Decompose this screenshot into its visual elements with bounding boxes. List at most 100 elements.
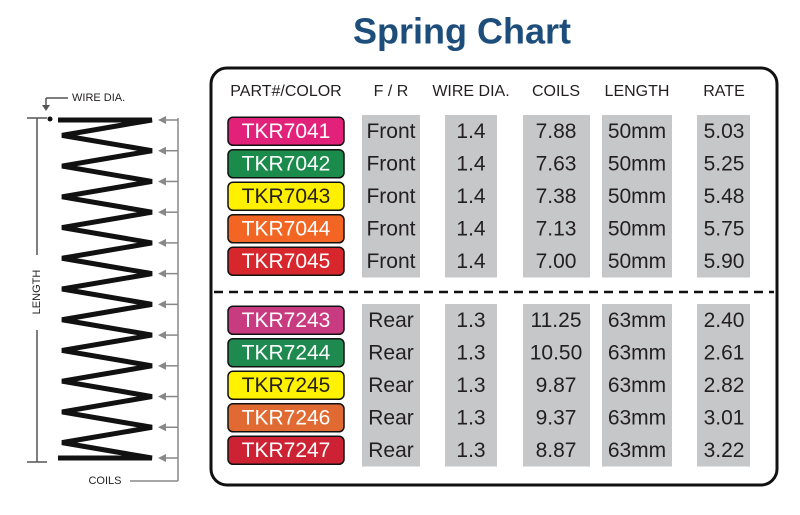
part-number: TKR7245 — [242, 374, 331, 397]
column-shade — [523, 115, 590, 278]
coil-arrow-head — [158, 208, 166, 217]
part-swatch — [227, 214, 345, 244]
cell: Rear — [368, 374, 414, 397]
title: Spring Chart — [353, 11, 571, 52]
column-shade — [602, 115, 672, 278]
coil-arrow-head — [158, 361, 166, 370]
column-header: LENGTH — [605, 83, 670, 100]
coil-arrow-head — [158, 423, 166, 432]
cell: 50mm — [608, 185, 666, 208]
cell: 7.88 — [536, 120, 577, 143]
part-swatch — [227, 305, 345, 335]
cell: 1.3 — [456, 374, 485, 397]
cell: 1.4 — [456, 217, 486, 240]
cell: 63mm — [608, 374, 666, 397]
cell: 5.90 — [704, 250, 745, 273]
part-number: TKR7243 — [242, 309, 331, 332]
column-header: F / R — [374, 83, 409, 100]
wire-dot — [47, 116, 53, 122]
cell: 1.4 — [456, 120, 486, 143]
cell: 1.4 — [456, 152, 486, 175]
cell: Front — [366, 217, 415, 240]
cell: 1.3 — [456, 341, 485, 364]
cell: 50mm — [608, 217, 666, 240]
cell: 1.4 — [456, 250, 486, 273]
part-number: TKR7043 — [242, 185, 331, 208]
cell: 1.4 — [456, 185, 486, 208]
coil-arrow-head — [158, 116, 166, 124]
part-swatch — [227, 246, 345, 276]
part-swatch — [227, 338, 345, 368]
coils-label: COILS — [88, 475, 121, 487]
coil-arrow-head — [158, 300, 166, 309]
part-swatch — [227, 435, 345, 465]
column-shade — [697, 115, 750, 278]
part-swatch — [227, 149, 345, 179]
coil-arrow-head — [158, 331, 166, 340]
cell: 2.82 — [704, 374, 745, 397]
column-header: PART#/COLOR — [230, 83, 341, 100]
part-swatch — [227, 403, 345, 433]
cell: 2.40 — [704, 309, 745, 332]
part-number: TKR7041 — [242, 120, 331, 143]
cell: Front — [366, 185, 415, 208]
part-swatch — [227, 370, 345, 400]
column-shade — [602, 304, 672, 467]
column-header: COILS — [532, 83, 580, 100]
cell: 7.38 — [536, 185, 577, 208]
cell: 3.22 — [704, 439, 745, 462]
column-shade — [445, 304, 497, 467]
cell: 5.48 — [704, 185, 745, 208]
part-number: TKR7246 — [242, 406, 331, 429]
coil-arrow-head — [158, 177, 166, 186]
part-number: TKR7045 — [242, 250, 331, 273]
coil-arrow-head — [158, 392, 166, 401]
cell: 2.61 — [704, 341, 745, 364]
cell: Front — [366, 120, 415, 143]
cell: 1.3 — [456, 406, 485, 429]
column-shade — [362, 304, 420, 467]
column-header: WIRE DIA. — [432, 83, 509, 100]
cell: 9.87 — [536, 374, 577, 397]
cell: Front — [366, 152, 415, 175]
column-shade — [445, 115, 497, 278]
spring — [58, 116, 178, 462]
cell: 11.25 — [531, 309, 582, 332]
cell: Rear — [368, 309, 414, 332]
coil-arrow-head — [158, 238, 166, 247]
cell: 3.01 — [704, 406, 745, 429]
wire-arrow-head — [42, 105, 50, 111]
wire-dia-label: WIRE DIA. — [72, 92, 125, 104]
cell: 63mm — [608, 341, 666, 364]
part-swatch — [227, 116, 345, 146]
cell: 63mm — [608, 309, 666, 332]
column-shade — [697, 304, 750, 467]
part-number: TKR7042 — [242, 152, 331, 175]
cell: 63mm — [608, 406, 666, 429]
part-number: TKR7244 — [242, 341, 331, 364]
cell: 5.03 — [704, 120, 745, 143]
table: PART#/COLOR F / R WIRE DIA. COILS LENGTH RATE… — [227, 83, 750, 467]
cell: 50mm — [608, 152, 666, 175]
spring-diagram: LENGTH WIRE DIA. COILS — [27, 92, 179, 487]
cell: 50mm — [608, 120, 666, 143]
cell: 7.63 — [536, 152, 577, 175]
column-header: RATE — [703, 83, 744, 100]
table-frame — [209, 66, 779, 487]
coil-arrow-head — [158, 146, 166, 155]
cell: Rear — [368, 406, 414, 429]
part-swatch — [227, 181, 345, 211]
cell: 7.13 — [536, 217, 577, 240]
cell: 1.3 — [456, 309, 485, 332]
coil-arrow-head — [158, 454, 166, 462]
cell: 7.00 — [536, 250, 577, 273]
column-shade — [523, 304, 590, 467]
part-number: TKR7247 — [242, 439, 331, 462]
cell: Rear — [368, 439, 414, 462]
column-shade — [362, 115, 420, 278]
length-label: LENGTH — [31, 270, 43, 315]
coil-arrow-head — [158, 269, 166, 278]
spring-coil — [58, 117, 153, 461]
cell: Front — [366, 250, 415, 273]
